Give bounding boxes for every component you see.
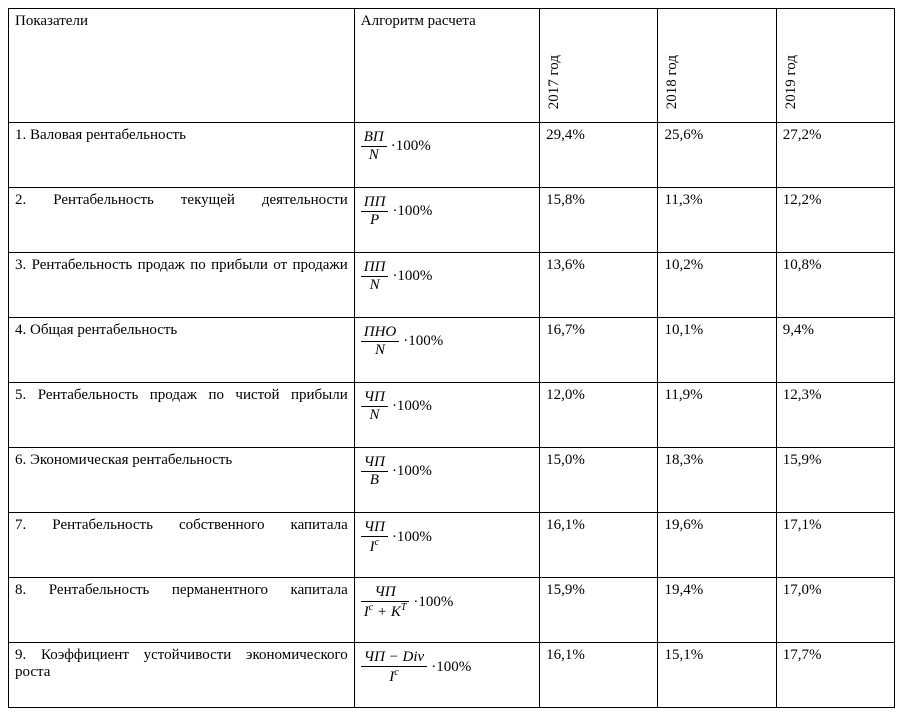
value-cell: 10,1% bbox=[658, 318, 776, 383]
formula-suffix: ·100% bbox=[392, 203, 432, 220]
profitability-table: Показатели Алгоритм расчета 2017 год 201… bbox=[8, 8, 895, 708]
formula-suffix: ·100% bbox=[392, 463, 432, 480]
formula-denominator: N bbox=[361, 277, 389, 294]
value-cell: 10,2% bbox=[658, 253, 776, 318]
value-cell: 12,0% bbox=[540, 383, 658, 448]
formula-cell: ЧПN·100% bbox=[354, 383, 539, 448]
value-cell: 15,8% bbox=[540, 188, 658, 253]
value-cell: 19,4% bbox=[658, 578, 776, 643]
value-cell: 17,1% bbox=[776, 513, 894, 578]
year-label-2017: 2017 год bbox=[546, 55, 563, 109]
year-label-2018: 2018 год bbox=[664, 55, 681, 109]
formula-denominator: Ic bbox=[361, 537, 388, 556]
table-row: 2. Рентабельность текущей деятельностиПП… bbox=[9, 188, 895, 253]
year-label-2019: 2019 год bbox=[783, 55, 800, 109]
value-cell: 15,9% bbox=[776, 448, 894, 513]
header-indicators: Показатели bbox=[9, 9, 355, 123]
table-row: 5. Рентабельность продаж по чистой прибы… bbox=[9, 383, 895, 448]
formula-numerator: ЧП bbox=[361, 519, 388, 537]
value-cell: 16,1% bbox=[540, 513, 658, 578]
value-cell: 27,2% bbox=[776, 123, 894, 188]
indicator-cell: 2. Рентабельность текущей деятельности bbox=[9, 188, 355, 253]
table-body: Показатели Алгоритм расчета 2017 год 201… bbox=[9, 9, 895, 708]
value-cell: 13,6% bbox=[540, 253, 658, 318]
formula-denominator: Ic bbox=[361, 667, 427, 686]
table-row: 7. Рентабельность собственного капиталаЧ… bbox=[9, 513, 895, 578]
value-cell: 11,3% bbox=[658, 188, 776, 253]
header-row: Показатели Алгоритм расчета 2017 год 201… bbox=[9, 9, 895, 123]
value-cell: 11,9% bbox=[658, 383, 776, 448]
formula-cell: ППP·100% bbox=[354, 188, 539, 253]
header-year-2018: 2018 год bbox=[658, 9, 776, 123]
formula-numerator: ВП bbox=[361, 129, 387, 147]
value-cell: 9,4% bbox=[776, 318, 894, 383]
formula-suffix: ·100% bbox=[392, 398, 432, 415]
value-cell: 17,0% bbox=[776, 578, 894, 643]
value-cell: 15,9% bbox=[540, 578, 658, 643]
formula-suffix: ·100% bbox=[392, 529, 432, 546]
value-cell: 12,2% bbox=[776, 188, 894, 253]
table-row: 1. Валовая рентабельностьВПN·100%29,4%25… bbox=[9, 123, 895, 188]
indicator-cell: 6. Экономическая рентабельность bbox=[9, 448, 355, 513]
formula-numerator: ПНО bbox=[361, 324, 400, 342]
formula-cell: ЧПIc·100% bbox=[354, 513, 539, 578]
indicator-cell: 5. Рентабельность продаж по чистой прибы… bbox=[9, 383, 355, 448]
formula-cell: ВПN·100% bbox=[354, 123, 539, 188]
formula-cell: ППN·100% bbox=[354, 253, 539, 318]
formula-suffix: ·100% bbox=[391, 138, 431, 155]
formula-denominator: B bbox=[361, 472, 388, 489]
formula-suffix: ·100% bbox=[392, 268, 432, 285]
formula-denominator: N bbox=[361, 342, 400, 359]
value-cell: 15,0% bbox=[540, 448, 658, 513]
value-cell: 18,3% bbox=[658, 448, 776, 513]
indicator-cell: 1. Валовая рентабельность bbox=[9, 123, 355, 188]
value-cell: 12,3% bbox=[776, 383, 894, 448]
formula-numerator: ЧП bbox=[361, 584, 410, 602]
value-cell: 15,1% bbox=[658, 643, 776, 708]
formula-denominator: P bbox=[361, 212, 389, 229]
formula-suffix: ·100% bbox=[403, 333, 443, 350]
indicator-cell: 3. Рентабельность продаж по прибыли от п… bbox=[9, 253, 355, 318]
value-cell: 16,7% bbox=[540, 318, 658, 383]
formula-numerator: ПП bbox=[361, 259, 389, 277]
formula-cell: ЧПIc + KT·100% bbox=[354, 578, 539, 643]
value-cell: 16,1% bbox=[540, 643, 658, 708]
formula-denominator: Ic + KT bbox=[361, 602, 410, 621]
formula-numerator: ЧП − Div bbox=[361, 649, 427, 667]
value-cell: 19,6% bbox=[658, 513, 776, 578]
indicator-cell: 4. Общая рентабельность bbox=[9, 318, 355, 383]
value-cell: 17,7% bbox=[776, 643, 894, 708]
table-row: 9. Коэффициент устойчивости экономическо… bbox=[9, 643, 895, 708]
formula-denominator: N bbox=[361, 407, 388, 424]
formula-numerator: ПП bbox=[361, 194, 389, 212]
formula-denominator: N bbox=[361, 147, 387, 164]
table-row: 8. Рентабельность перманентного капитала… bbox=[9, 578, 895, 643]
header-year-2017: 2017 год bbox=[540, 9, 658, 123]
value-cell: 10,8% bbox=[776, 253, 894, 318]
formula-numerator: ЧП bbox=[361, 454, 388, 472]
table-row: 4. Общая рентабельностьПНОN·100%16,7%10,… bbox=[9, 318, 895, 383]
value-cell: 25,6% bbox=[658, 123, 776, 188]
formula-cell: ЧПB·100% bbox=[354, 448, 539, 513]
formula-suffix: ·100% bbox=[413, 594, 453, 611]
formula-cell: ЧП − DivIc·100% bbox=[354, 643, 539, 708]
formula-suffix: ·100% bbox=[431, 659, 471, 676]
indicator-cell: 9. Коэффициент устойчивости экономическо… bbox=[9, 643, 355, 708]
indicator-cell: 8. Рентабельность перманентного капитала bbox=[9, 578, 355, 643]
formula-numerator: ЧП bbox=[361, 389, 388, 407]
indicator-cell: 7. Рентабельность собственного капитала bbox=[9, 513, 355, 578]
formula-cell: ПНОN·100% bbox=[354, 318, 539, 383]
header-year-2019: 2019 год bbox=[776, 9, 894, 123]
table-row: 6. Экономическая рентабельностьЧПB·100%1… bbox=[9, 448, 895, 513]
table-row: 3. Рентабельность продаж по прибыли от п… bbox=[9, 253, 895, 318]
header-formula: Алгоритм расчета bbox=[354, 9, 539, 123]
value-cell: 29,4% bbox=[540, 123, 658, 188]
